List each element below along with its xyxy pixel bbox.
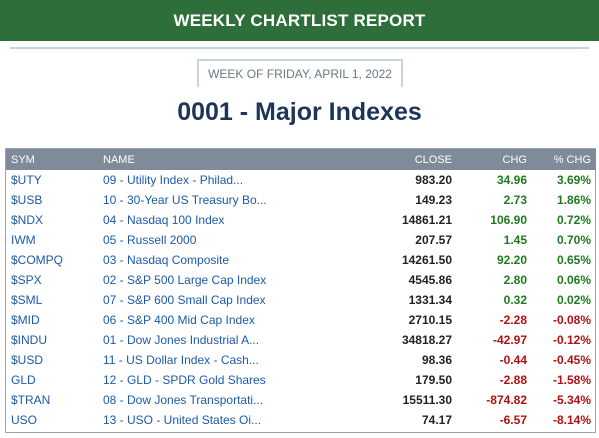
symbol-link[interactable]: GLD — [11, 373, 36, 387]
symbol-link[interactable]: USO — [11, 413, 38, 427]
table-row[interactable]: $COMPQ 03 - Nasdaq Composite 14261.50 92.20… — [6, 250, 596, 270]
table-row[interactable]: $NDX 04 - Nasdaq 100 Index 14861.21 106.90 0… — [6, 210, 596, 230]
pct-change-value: -0.45% — [552, 353, 591, 367]
pct-change-value: 0.72% — [556, 213, 591, 227]
table-row[interactable]: $SPX 02 - S&P 500 Large Cap Index 4545.86 2… — [6, 270, 596, 290]
pct-change-value: 0.70% — [556, 233, 591, 247]
symbol-link[interactable]: $COMPQ — [11, 253, 64, 267]
change-value: -2.28 — [499, 313, 527, 327]
week-label: WEEK OF FRIDAY, APRIL 1, 2022 — [197, 59, 403, 87]
close-value: 74.17 — [421, 413, 452, 427]
symbol-link[interactable]: $MID — [11, 313, 40, 327]
table-row[interactable]: $USB 10 - 30-Year US Treasury Bo... 149.23… — [6, 190, 596, 210]
close-value: 149.23 — [415, 193, 452, 207]
close-value: 207.57 — [415, 233, 452, 247]
close-value: 179.50 — [415, 373, 452, 387]
pct-change-value: -5.34% — [552, 393, 591, 407]
index-name-link[interactable]: 06 - S&P 400 Mid Cap Index — [103, 313, 255, 327]
index-name-link[interactable]: 09 - Utility Index - Philad... — [103, 173, 244, 187]
index-name-link[interactable]: 04 - Nasdaq 100 Index — [103, 213, 225, 227]
close-value: 15511.30 — [402, 393, 452, 407]
table-row[interactable]: $INDU 01 - Dow Jones Industrial A... 34818… — [6, 330, 596, 350]
close-value: 983.20 — [415, 173, 452, 187]
symbol-link[interactable]: $USB — [11, 193, 43, 207]
header-name[interactable]: NAME — [103, 153, 135, 166]
change-value: 92.20 — [496, 253, 527, 267]
pct-change-value: 0.02% — [556, 293, 591, 307]
close-value: 98.36 — [421, 353, 452, 367]
pct-change-value: 3.69% — [556, 173, 591, 187]
symbol-link[interactable]: $NDX — [11, 213, 44, 227]
index-name-link[interactable]: 03 - Nasdaq Composite — [103, 253, 230, 267]
header-pct-chg[interactable]: % CHG — [553, 153, 591, 166]
header-sym[interactable]: SYM — [11, 153, 35, 166]
index-name-link[interactable]: 01 - Dow Jones Industrial A... — [103, 333, 260, 347]
change-value: 2.80 — [503, 273, 527, 287]
pct-change-value: 1.86% — [556, 193, 591, 207]
index-name-link[interactable]: 12 - GLD - SPDR Gold Shares — [103, 373, 266, 387]
index-name-link[interactable]: 05 - Russell 2000 — [103, 233, 197, 247]
table-row[interactable]: IWM 05 - Russell 2000 207.57 1.45 0.70% — [6, 230, 596, 250]
pct-change-value: -1.58% — [552, 373, 591, 387]
symbol-link[interactable]: $SPX — [11, 273, 42, 287]
indexes-table: SYM NAME CLOSE CHG % CHG $UTY 09 - Utilit… — [5, 148, 596, 433]
symbol-link[interactable]: $UTY — [11, 173, 42, 187]
index-name-link[interactable]: 07 - S&P 600 Small Cap Index — [103, 293, 266, 307]
pct-change-value: -0.08% — [552, 313, 591, 327]
change-value: -0.44 — [499, 353, 527, 367]
symbol-link[interactable]: IWM — [11, 233, 36, 247]
table-row[interactable]: GLD 12 - GLD - SPDR Gold Shares 179.50 -2.8… — [6, 370, 596, 390]
change-value: -42.97 — [492, 333, 527, 347]
close-value: 4545.86 — [408, 273, 452, 287]
pct-change-value: -8.14% — [552, 413, 591, 427]
report-banner: WEEKLY CHARTLIST REPORT — [0, 0, 599, 41]
table-row[interactable]: $TRAN 08 - Dow Jones Transportati... 15511… — [6, 390, 596, 410]
table-row[interactable]: USO 13 - USO - United States Oi... 74.17 -6… — [6, 410, 596, 430]
change-value: 2.73 — [503, 193, 527, 207]
pct-change-value: 0.06% — [556, 273, 591, 287]
banner-title: WEEKLY CHARTLIST REPORT — [173, 10, 426, 30]
index-name-link[interactable]: 10 - 30-Year US Treasury Bo... — [103, 193, 267, 207]
change-value: 0.32 — [503, 293, 527, 307]
pct-change-value: 0.65% — [556, 253, 591, 267]
header-close[interactable]: CLOSE — [414, 153, 452, 166]
divider — [10, 47, 589, 49]
page-title: 0001 - Major Indexes — [177, 98, 422, 126]
close-value: 2710.15 — [408, 313, 452, 327]
index-name-link[interactable]: 13 - USO - United States Oi... — [103, 413, 262, 427]
index-name-link[interactable]: 11 - US Dollar Index - Cash... — [103, 353, 259, 367]
close-value: 34818.27 — [401, 333, 452, 347]
symbol-link[interactable]: $INDU — [11, 333, 48, 347]
header-chg[interactable]: CHG — [502, 153, 527, 166]
change-value: -2.88 — [499, 373, 527, 387]
index-name-link[interactable]: 08 - Dow Jones Transportati... — [103, 393, 264, 407]
close-value: 14861.21 — [401, 213, 452, 227]
symbol-link[interactable]: $SML — [11, 293, 43, 307]
symbol-link[interactable]: $USD — [11, 353, 44, 367]
change-value: -6.57 — [499, 413, 527, 427]
pct-change-value: -0.12% — [552, 333, 591, 347]
change-value: 106.90 — [490, 213, 527, 227]
index-name-link[interactable]: 02 - S&P 500 Large Cap Index — [103, 273, 267, 287]
symbol-link[interactable]: $TRAN — [11, 393, 51, 407]
week-header: WEEK OF FRIDAY, APRIL 1, 2022 — [0, 41, 599, 87]
table-row[interactable]: $MID 06 - S&P 400 Mid Cap Index 2710.15 -2.… — [6, 310, 596, 330]
close-value: 14261.50 — [401, 253, 452, 267]
table-row[interactable]: $SML 07 - S&P 600 Small Cap Index 1331.34 0… — [6, 290, 596, 310]
table-row[interactable]: $UTY 09 - Utility Index - Philad... 983.20… — [6, 170, 596, 190]
change-value: 1.45 — [503, 233, 527, 247]
table-row[interactable]: $USD 11 - US Dollar Index - Cash... 98.36 -… — [6, 350, 596, 370]
close-value: 1331.34 — [408, 293, 452, 307]
change-value: -874.82 — [486, 393, 527, 407]
change-value: 34.96 — [496, 173, 527, 187]
table-header-row: SYM NAME CLOSE CHG % CHG — [6, 149, 596, 170]
